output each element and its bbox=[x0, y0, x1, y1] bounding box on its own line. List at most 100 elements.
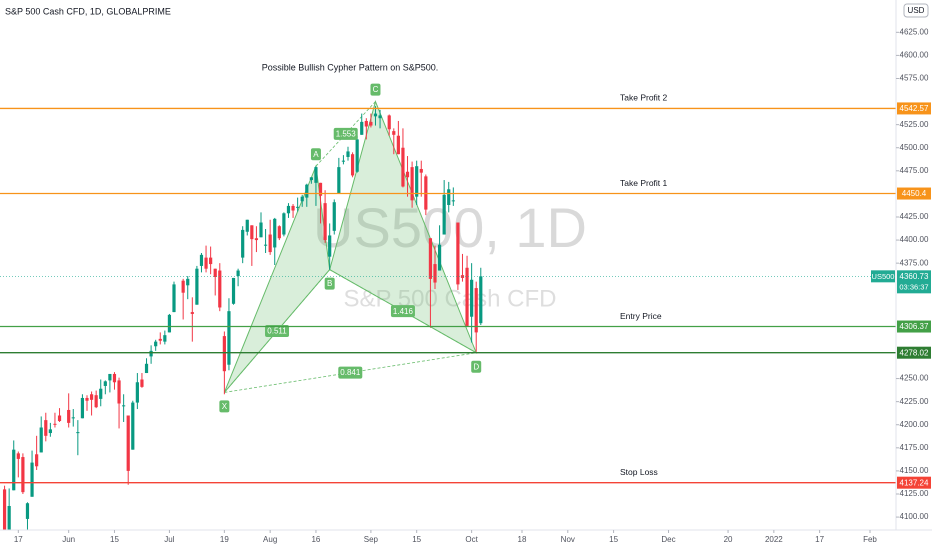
candle-body bbox=[25, 503, 30, 519]
candle-body bbox=[346, 151, 350, 157]
candle-body bbox=[2, 489, 7, 550]
candle-body bbox=[328, 235, 332, 257]
candle-body bbox=[305, 184, 309, 198]
candle-body bbox=[405, 171, 410, 178]
candle-body bbox=[268, 234, 272, 253]
level-price-label: 4542.57 bbox=[900, 104, 929, 113]
candle-body bbox=[373, 113, 378, 117]
candle-body bbox=[48, 429, 52, 434]
y-tick-label: 4575.00 bbox=[900, 74, 929, 83]
y-tick-label: 4500.00 bbox=[900, 143, 929, 152]
candle-body bbox=[195, 268, 199, 305]
candle-body bbox=[245, 219, 249, 232]
level-label: Entry Price bbox=[620, 311, 662, 321]
candle-body bbox=[337, 167, 341, 194]
annotation-title: Possible Bullish Cypher Pattern on S&P50… bbox=[262, 62, 439, 72]
level-price-tag bbox=[897, 102, 931, 115]
candle-body bbox=[282, 213, 286, 235]
x-tick-label: 2022 bbox=[765, 535, 783, 544]
candle-body bbox=[85, 397, 89, 401]
candle-body bbox=[360, 121, 364, 135]
candle-body bbox=[167, 314, 172, 333]
candle-body bbox=[241, 229, 245, 258]
candle-body bbox=[89, 394, 94, 400]
ratio-badge bbox=[390, 305, 415, 318]
y-tick-label: 4125.00 bbox=[900, 489, 929, 498]
candle-body bbox=[296, 206, 300, 208]
candle-body bbox=[35, 454, 39, 467]
candle-body bbox=[218, 270, 222, 308]
candle-body bbox=[140, 379, 144, 387]
candle-body bbox=[186, 278, 190, 286]
x-tick-label: Feb bbox=[863, 535, 877, 544]
candle-body bbox=[474, 288, 478, 333]
y-tick-label: 4150.00 bbox=[900, 466, 929, 475]
candle-body bbox=[112, 373, 117, 383]
currency-label[interactable]: USD bbox=[908, 6, 925, 15]
symbol-tag bbox=[871, 270, 895, 283]
candle-body bbox=[30, 462, 34, 497]
x-tick-label: Sep bbox=[364, 535, 379, 544]
candle-body bbox=[259, 222, 263, 238]
x-tick-label: 17 bbox=[14, 535, 23, 544]
candle-body bbox=[433, 264, 437, 283]
currency-badge[interactable] bbox=[903, 3, 929, 18]
candle-body bbox=[209, 257, 213, 265]
candle-body bbox=[341, 160, 346, 162]
pattern-leg bbox=[329, 269, 477, 354]
level-price-tag bbox=[897, 187, 931, 200]
time-axis bbox=[0, 530, 932, 550]
candle-body bbox=[163, 335, 167, 342]
candle-body bbox=[355, 139, 359, 172]
candle-body bbox=[181, 280, 185, 293]
candle-body bbox=[437, 244, 442, 271]
candle-body bbox=[135, 382, 139, 403]
ratio-label: 1.416 bbox=[393, 307, 414, 316]
ratio-badge bbox=[338, 366, 363, 379]
candle-body bbox=[213, 268, 217, 278]
y-tick-label: 4475.00 bbox=[900, 166, 929, 175]
candle-body bbox=[250, 225, 254, 240]
y-tick-label: 4100.00 bbox=[900, 512, 929, 521]
candle-body bbox=[236, 270, 240, 277]
level-price-label: 4450.4 bbox=[902, 189, 927, 198]
candle-body bbox=[99, 388, 103, 399]
ratio-label: 0.511 bbox=[267, 327, 287, 336]
candle-body bbox=[94, 395, 98, 408]
level-price-tag bbox=[897, 320, 931, 333]
candle-body bbox=[273, 218, 277, 248]
point-badge bbox=[310, 148, 321, 161]
x-tick-label: 18 bbox=[518, 535, 527, 544]
y-tick-label: 4625.00 bbox=[900, 27, 929, 36]
candle-body bbox=[254, 238, 259, 241]
candle-body bbox=[470, 279, 474, 317]
candle-body bbox=[442, 194, 446, 235]
x-tick-label: Nov bbox=[561, 535, 575, 544]
candle-body bbox=[108, 373, 112, 381]
watermark-name: S&P 500 Cash CFD bbox=[344, 285, 557, 312]
candle-body bbox=[154, 341, 158, 347]
x-tick-label: 15 bbox=[412, 535, 421, 544]
candle-body bbox=[76, 432, 80, 434]
candle-body bbox=[7, 505, 11, 542]
candle-body bbox=[44, 420, 48, 436]
point-label: B bbox=[327, 279, 332, 288]
watermark: US500, 1D S&P 500 Cash CFD bbox=[313, 196, 587, 313]
point-label: A bbox=[313, 150, 319, 159]
candle-body bbox=[314, 167, 318, 183]
candle-body bbox=[396, 135, 400, 155]
y-tick-label: 4175.00 bbox=[900, 443, 929, 452]
last-price-label: 4360.73 bbox=[900, 272, 929, 281]
candle-body bbox=[172, 284, 176, 313]
watermark-symbol: US500, 1D bbox=[313, 196, 587, 259]
candle-body bbox=[428, 238, 433, 279]
countdown-label: 03:36:37 bbox=[899, 282, 928, 291]
x-tick-label: 19 bbox=[220, 535, 229, 544]
candle-body bbox=[16, 453, 20, 459]
candle-body bbox=[57, 415, 62, 422]
candle-body bbox=[286, 205, 291, 214]
symbol-header: S&P 500 Cash CFD, 1D, GLOBALPRIME bbox=[5, 6, 171, 16]
candle-body bbox=[277, 226, 281, 239]
ratio-label: 1.553 bbox=[336, 129, 357, 138]
